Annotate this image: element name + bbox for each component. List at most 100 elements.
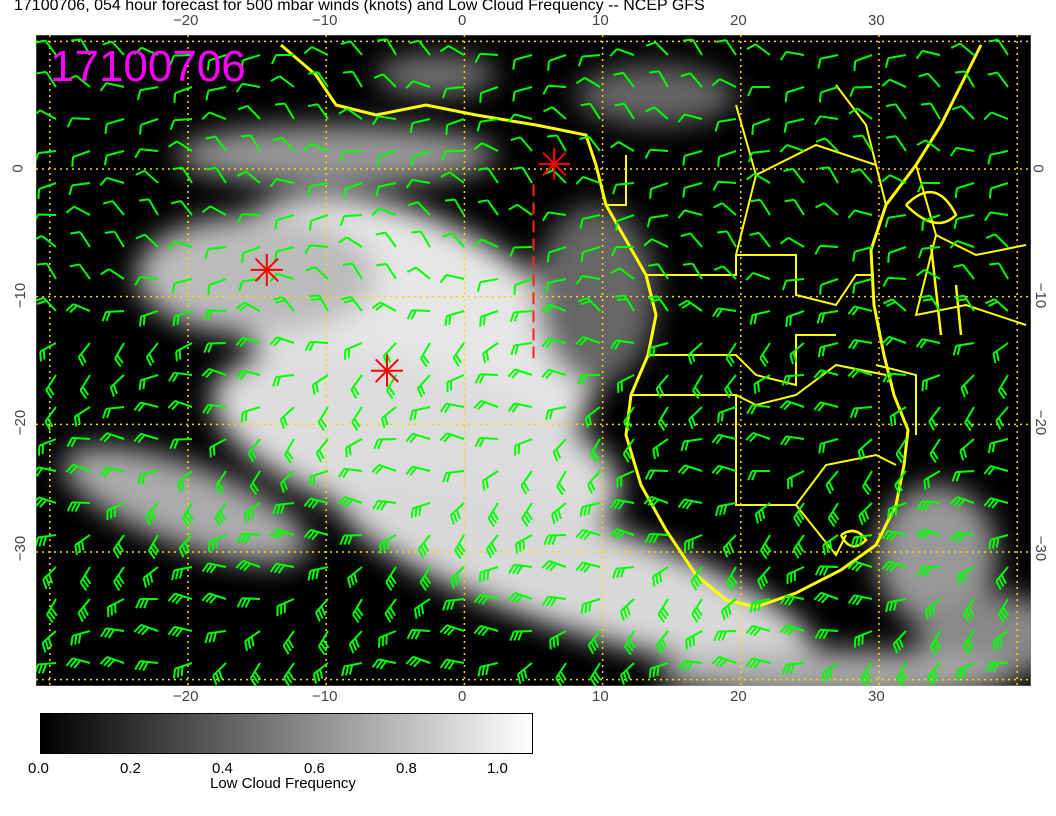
wind-barb: [918, 246, 941, 259]
barb-staff: [718, 150, 737, 158]
barb-flag: [171, 627, 180, 637]
wind-barb: [413, 598, 431, 619]
wind-barb: [283, 662, 295, 686]
barb-staff: [448, 171, 465, 184]
barb-flag: [145, 575, 151, 586]
barb-flag: [241, 134, 252, 138]
barb-staff: [793, 199, 805, 216]
wind-barb: [307, 103, 329, 120]
wind-barb: [481, 470, 499, 491]
barb-flag: [175, 595, 184, 605]
barb-flag: [240, 60, 244, 71]
barb-flag: [107, 658, 116, 668]
barb-flag: [955, 70, 966, 74]
barb-flag: [717, 412, 720, 423]
wind-barb: [542, 595, 567, 607]
barb-flag: [797, 542, 805, 553]
wind-barb: [270, 75, 295, 88]
barb-flag: [930, 645, 938, 656]
barb-flag: [648, 470, 655, 480]
barb-flag: [886, 373, 893, 383]
wind-barb: [487, 502, 500, 528]
wind-barb: [338, 236, 363, 248]
wind-barb: [271, 53, 295, 65]
barb-flag: [680, 72, 691, 78]
wind-barb: [825, 470, 839, 495]
barb-staff: [208, 278, 227, 287]
barb-flag: [677, 113, 686, 123]
barb-staff: [516, 203, 533, 216]
wind-barb: [178, 534, 193, 558]
barb-staff: [241, 213, 261, 216]
wind-barb: [644, 469, 669, 480]
barb-flag: [479, 92, 483, 103]
barb-flag: [928, 420, 935, 431]
barb-flag: [250, 508, 255, 519]
wind-barb: [682, 262, 703, 280]
barb-flag: [651, 576, 656, 587]
barb-flag: [69, 304, 78, 314]
barb-flag: [828, 540, 833, 551]
barb-flag: [455, 509, 461, 520]
barb-flag: [881, 336, 890, 345]
wind-barb: [512, 54, 533, 70]
barb-flag: [779, 595, 788, 605]
barb-flag: [857, 450, 863, 461]
barb-flag: [217, 482, 225, 492]
wind-barb: [644, 148, 669, 159]
barb-flag: [389, 574, 397, 585]
wind-barb: [276, 598, 295, 617]
barb-flag: [759, 357, 767, 367]
barb-staff: [923, 268, 941, 280]
barb-flag: [579, 135, 590, 141]
barb-staff: [921, 246, 941, 250]
wind-barb: [814, 628, 839, 640]
barb-flag: [133, 433, 142, 443]
barb-flag: [686, 661, 693, 671]
barb-flag: [657, 613, 665, 624]
barb-flag: [379, 660, 388, 670]
barb-flag: [239, 338, 248, 348]
barb-flag: [887, 252, 890, 263]
barb-flag: [37, 262, 48, 266]
barb-staff: [106, 118, 125, 126]
barb-staff: [514, 86, 533, 93]
barb-flag: [101, 311, 107, 322]
barb-staff: [215, 167, 227, 184]
barb-flag: [450, 380, 453, 391]
barb-staff: [242, 246, 261, 254]
cloud-field: [63, 55, 1031, 686]
wind-barb: [725, 342, 737, 367]
wind-barb: [784, 198, 805, 216]
wind-barb: [352, 598, 364, 624]
barb-staff: [617, 140, 635, 152]
barb-staff: [45, 71, 57, 88]
wind-barb: [36, 466, 57, 477]
wind-barb: [924, 598, 941, 620]
barb-flag: [77, 414, 81, 425]
wind-barb: [853, 54, 873, 72]
wind-barb: [215, 470, 227, 495]
barb-staff: [71, 117, 91, 120]
barb-flag: [172, 316, 176, 327]
barb-flag: [172, 166, 183, 171]
barb-staff: [547, 534, 567, 537]
wind-barb: [781, 374, 805, 386]
barb-flag: [474, 373, 481, 384]
barb-flag: [988, 188, 992, 199]
barb-flag: [422, 542, 430, 553]
barb-staff: [820, 278, 839, 286]
barb-flag: [611, 246, 617, 257]
barb-flag: [347, 578, 352, 589]
barb-flag: [309, 220, 312, 231]
barb-flag: [184, 541, 190, 552]
barb-flag: [720, 411, 724, 422]
barb-flag: [150, 510, 157, 520]
wind-barb: [960, 374, 975, 398]
barb-flag: [167, 400, 176, 409]
barb-flag: [923, 530, 932, 540]
wind-barb: [987, 71, 1009, 88]
wind-barb: [753, 374, 771, 394]
barb-flag: [1000, 386, 1008, 396]
barb-flag: [784, 198, 795, 203]
